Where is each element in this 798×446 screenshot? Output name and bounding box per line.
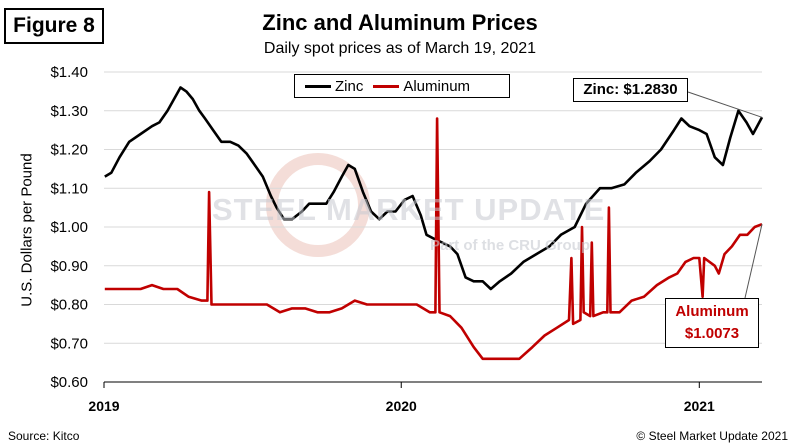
x-tick-label: 2020 <box>386 398 417 414</box>
legend-swatch-zinc <box>305 84 331 88</box>
series-line-aluminum <box>104 117 763 361</box>
y-tick-label: $1.20 <box>50 142 88 159</box>
legend-label-aluminum: Aluminum <box>403 77 471 95</box>
watermark-logo-icon <box>266 153 370 257</box>
x-tick-label: 2019 <box>88 398 119 414</box>
copyright-note: © Steel Market Update 2021 <box>636 429 788 443</box>
watermark-subtext: Part of the CRU Group <box>430 237 590 254</box>
y-tick-label: $1.30 <box>50 103 88 120</box>
y-tick-label: $0.80 <box>50 297 88 314</box>
source-note: Source: Kitco <box>8 429 80 443</box>
watermark-text: STEEL MARKET UPDATE <box>212 192 606 227</box>
chart-legend: Zinc Aluminum <box>294 74 510 98</box>
chart-title: Zinc and Aluminum Prices <box>262 10 538 35</box>
y-tick-label: $0.90 <box>50 258 88 275</box>
zinc-callout-leader <box>687 91 763 118</box>
zinc-callout: Zinc: $1.2830 <box>573 78 688 102</box>
x-tick-label: 2021 <box>684 398 715 414</box>
legend-item-zinc: Zinc <box>305 78 363 95</box>
aluminum-callout: Aluminum $1.0073 <box>665 298 759 348</box>
y-tick-label: $1.10 <box>50 180 88 197</box>
y-tick-label: $1.00 <box>50 219 88 236</box>
y-axis-label: U.S. Dollars per Pound <box>18 153 36 307</box>
y-tick-label: $0.60 <box>50 374 88 391</box>
chart-subtitle: Daily spot prices as of March 19, 2021 <box>263 40 537 57</box>
aluminum-callout-line1: Aluminum <box>675 303 749 320</box>
aluminum-callout-line2: $1.0073 <box>684 325 740 342</box>
figure-label: Figure 8 <box>4 8 104 44</box>
legend-swatch-aluminum <box>373 84 400 88</box>
y-tick-label: $0.70 <box>50 335 88 352</box>
legend-item-aluminum: Aluminum <box>373 78 470 95</box>
aluminum-callout-leader <box>744 224 763 299</box>
y-tick-label: $1.40 <box>50 64 88 81</box>
legend-label-zinc: Zinc <box>335 77 364 95</box>
series-line-zinc <box>104 86 764 291</box>
